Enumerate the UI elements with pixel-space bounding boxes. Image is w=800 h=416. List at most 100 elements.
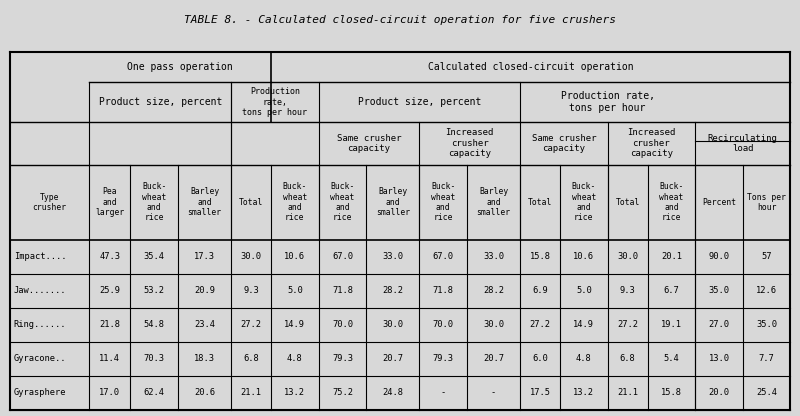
Text: Same crusher
capacity: Same crusher capacity (532, 134, 596, 153)
Text: 70.0: 70.0 (433, 320, 454, 329)
Text: Barley
and
smaller: Barley and smaller (187, 187, 222, 217)
Text: 75.2: 75.2 (332, 388, 353, 397)
Text: 9.3: 9.3 (620, 286, 635, 295)
Text: 54.8: 54.8 (144, 320, 165, 329)
Text: 70.0: 70.0 (332, 320, 353, 329)
Text: 17.0: 17.0 (99, 388, 120, 397)
Text: 20.0: 20.0 (709, 388, 730, 397)
Text: 67.0: 67.0 (433, 253, 454, 261)
Text: Buck-
wheat
and
rice: Buck- wheat and rice (142, 182, 166, 223)
Text: 11.4: 11.4 (99, 354, 120, 363)
Text: Buck-
wheat
and
rice: Buck- wheat and rice (431, 182, 455, 223)
Text: 71.8: 71.8 (433, 286, 454, 295)
Text: 20.9: 20.9 (194, 286, 215, 295)
Text: 35.4: 35.4 (144, 253, 165, 261)
Text: 70.3: 70.3 (144, 354, 165, 363)
Text: 30.0: 30.0 (483, 320, 504, 329)
Text: Product size, percent: Product size, percent (98, 97, 222, 107)
Text: One pass operation: One pass operation (127, 62, 233, 72)
Text: Tons per
hour: Tons per hour (747, 193, 786, 212)
Text: 20.1: 20.1 (661, 253, 682, 261)
Text: Same crusher
capacity: Same crusher capacity (337, 134, 402, 153)
Text: 47.3: 47.3 (99, 253, 120, 261)
Text: 53.2: 53.2 (144, 286, 165, 295)
Text: 13.2: 13.2 (574, 388, 594, 397)
Text: 5.4: 5.4 (663, 354, 679, 363)
Text: 27.2: 27.2 (241, 320, 262, 329)
Text: 17.3: 17.3 (194, 253, 215, 261)
Text: Impact....: Impact.... (14, 253, 66, 261)
Text: Percent: Percent (702, 198, 736, 207)
Text: 35.0: 35.0 (709, 286, 730, 295)
Text: Total: Total (528, 198, 552, 207)
Text: Gyracone..: Gyracone.. (14, 354, 66, 363)
Text: 15.8: 15.8 (530, 253, 550, 261)
Text: 18.3: 18.3 (194, 354, 215, 363)
Text: 4.8: 4.8 (287, 354, 302, 363)
Text: 10.6: 10.6 (574, 253, 594, 261)
Text: 27.2: 27.2 (530, 320, 550, 329)
Text: 5.0: 5.0 (576, 286, 592, 295)
Text: 67.0: 67.0 (332, 253, 353, 261)
Text: 20.7: 20.7 (483, 354, 504, 363)
Text: 33.0: 33.0 (382, 253, 403, 261)
Text: 20.7: 20.7 (382, 354, 403, 363)
Text: 30.0: 30.0 (382, 320, 403, 329)
Text: 79.3: 79.3 (433, 354, 454, 363)
Text: 25.9: 25.9 (99, 286, 120, 295)
Text: Total: Total (615, 198, 640, 207)
Text: Pea
and
larger: Pea and larger (95, 187, 125, 217)
Text: 14.9: 14.9 (284, 320, 306, 329)
Text: Increased
crusher
capacity: Increased crusher capacity (446, 128, 494, 158)
Text: 21.1: 21.1 (617, 388, 638, 397)
Text: 71.8: 71.8 (332, 286, 353, 295)
Text: 90.0: 90.0 (709, 253, 730, 261)
Text: 14.9: 14.9 (574, 320, 594, 329)
Text: 17.5: 17.5 (530, 388, 550, 397)
Text: 35.0: 35.0 (756, 320, 777, 329)
Text: 13.0: 13.0 (709, 354, 730, 363)
Text: Product size, percent: Product size, percent (358, 97, 481, 107)
Text: 9.3: 9.3 (243, 286, 259, 295)
Text: Buck-
wheat
and
rice: Buck- wheat and rice (282, 182, 307, 223)
Text: Buck-
wheat
and
rice: Buck- wheat and rice (572, 182, 596, 223)
Text: 33.0: 33.0 (483, 253, 504, 261)
Text: 12.6: 12.6 (756, 286, 777, 295)
Text: 23.4: 23.4 (194, 320, 215, 329)
Text: Gyrasphere: Gyrasphere (14, 388, 66, 397)
Text: 24.8: 24.8 (382, 388, 403, 397)
Text: 7.7: 7.7 (758, 354, 774, 363)
Text: -: - (441, 388, 446, 397)
Text: 62.4: 62.4 (144, 388, 165, 397)
Text: 30.0: 30.0 (241, 253, 262, 261)
Text: 30.0: 30.0 (617, 253, 638, 261)
Text: 21.8: 21.8 (99, 320, 120, 329)
Text: -: - (491, 388, 496, 397)
Text: 6.9: 6.9 (532, 286, 548, 295)
Text: Type
crusher: Type crusher (33, 193, 66, 212)
Text: Total: Total (239, 198, 263, 207)
Text: Buck-
wheat
and
rice: Buck- wheat and rice (659, 182, 683, 223)
Text: 19.1: 19.1 (661, 320, 682, 329)
Text: 6.7: 6.7 (663, 286, 679, 295)
Text: 28.2: 28.2 (382, 286, 403, 295)
Text: 79.3: 79.3 (332, 354, 353, 363)
Text: 15.8: 15.8 (661, 388, 682, 397)
Text: 21.1: 21.1 (241, 388, 262, 397)
Text: Buck-
wheat
and
rice: Buck- wheat and rice (330, 182, 354, 223)
Text: 6.0: 6.0 (532, 354, 548, 363)
Text: 4.8: 4.8 (576, 354, 592, 363)
Text: 6.8: 6.8 (243, 354, 259, 363)
Text: Recirculating
load: Recirculating load (708, 134, 778, 153)
Text: Production rate,
tons per hour: Production rate, tons per hour (561, 91, 654, 113)
Text: Production
rate,
tons per hour: Production rate, tons per hour (242, 87, 307, 117)
Text: 20.6: 20.6 (194, 388, 215, 397)
Text: TABLE 8. - Calculated closed-circuit operation for five crushers: TABLE 8. - Calculated closed-circuit ope… (184, 15, 616, 25)
Text: Calculated closed-circuit operation: Calculated closed-circuit operation (428, 62, 634, 72)
Text: Increased
crusher
capacity: Increased crusher capacity (627, 128, 675, 158)
Text: 57: 57 (762, 253, 772, 261)
Text: Barley
and
smaller: Barley and smaller (477, 187, 510, 217)
Text: 10.6: 10.6 (284, 253, 306, 261)
Text: 25.4: 25.4 (756, 388, 777, 397)
Text: Barley
and
smaller: Barley and smaller (376, 187, 410, 217)
